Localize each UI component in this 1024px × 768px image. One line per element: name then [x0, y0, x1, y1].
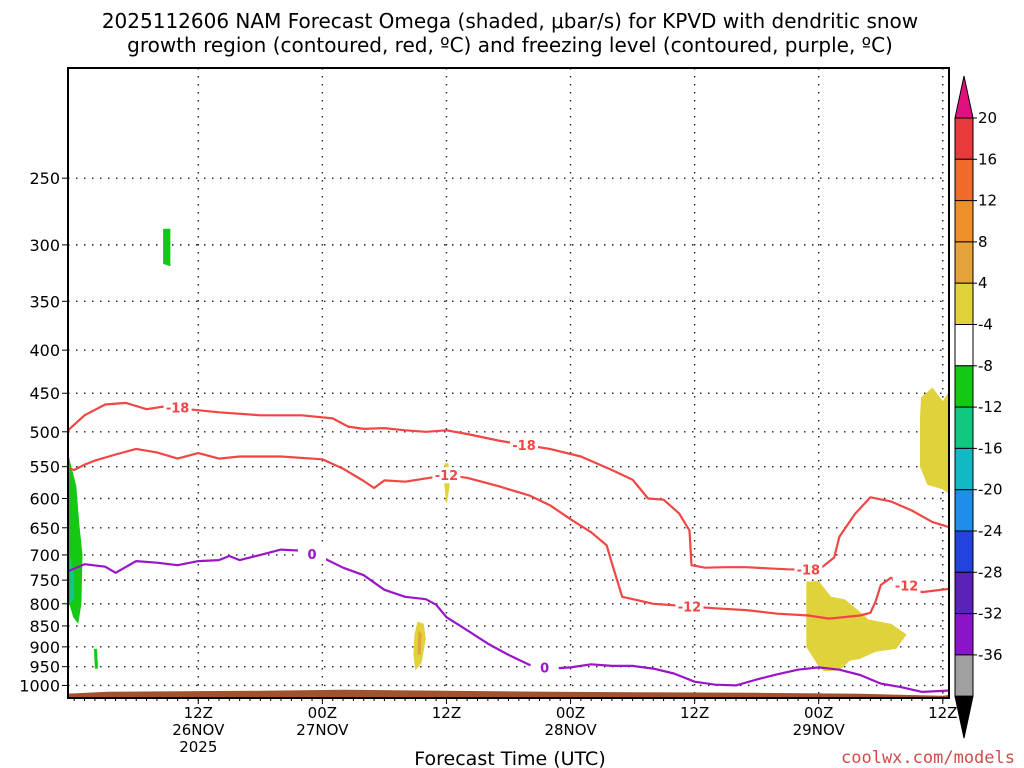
xtick-label-0-1: 26NOV — [172, 721, 225, 739]
contour-label-dgz-top-minus18-1: -18 — [512, 439, 536, 454]
colorbar-swatch-11 — [954, 571, 974, 615]
dgz-bottom-minus12 — [68, 447, 949, 620]
ytick-label-1000: 1000 — [19, 676, 60, 695]
colorbar-swatch-9 — [954, 489, 974, 532]
colorbar-label-13: -36 — [978, 646, 1003, 664]
colorbar-top-arrow — [954, 75, 974, 119]
omega-green-lower — [93, 648, 98, 669]
ytick-label-500: 500 — [29, 423, 60, 442]
colorbar-label-10: -24 — [978, 522, 1003, 540]
omega-yellow-low — [806, 581, 907, 672]
colorbar-swatch-12 — [954, 613, 974, 656]
xtick-label-4-0: 12Z — [680, 704, 709, 722]
title-line-2: growth region (contoured, red, ºC) and f… — [127, 33, 893, 57]
colorbar-swatch-13 — [954, 654, 974, 697]
colorbar-swatch-1 — [954, 158, 974, 202]
omega-yellow-right — [920, 387, 949, 495]
colorbar-label-0: 20 — [978, 109, 997, 127]
ytick-label-250: 250 — [29, 169, 60, 188]
colorbar-swatch-3 — [954, 241, 974, 284]
xtick-label-1-0: 00Z — [308, 704, 337, 722]
xtick-label-6-0: 12Z — [928, 704, 957, 722]
colorbar-label-3: 8 — [978, 233, 988, 251]
colorbar-swatch-8 — [954, 447, 974, 491]
colorbar-swatch-2 — [954, 200, 974, 243]
ytick-label-650: 650 — [29, 519, 60, 538]
colorbar-label-8: -16 — [978, 439, 1003, 457]
colorbar-swatch-4 — [954, 282, 974, 326]
ytick-label-850: 850 — [29, 617, 60, 636]
contour-labels: -18 -18 -18 -12 -12 -12 0 0 — [163, 399, 921, 677]
colorbar: 20 16 12 8 4 -4 -8 -12 -16 -20 -24 -28 -32 -36 — [954, 75, 1003, 739]
colorbar-label-1: 16 — [978, 150, 997, 168]
xtick-label-2-0: 12Z — [432, 704, 461, 722]
xtick-label-0-0: 12Z — [184, 704, 213, 722]
title-line-1: 2025112606 NAM Forecast Omega (shaded, μ… — [102, 9, 918, 33]
contour-label-dgz-bottom-minus12-4: -12 — [678, 600, 702, 615]
colorbar-label-4: 4 — [978, 274, 988, 292]
ytick-label-700: 700 — [29, 546, 60, 565]
colorbar-label-5: -4 — [978, 316, 993, 334]
omega-teal-left — [70, 554, 75, 604]
colorbar-bottom-arrow — [954, 695, 974, 739]
contour-label-bg-2 — [794, 561, 823, 578]
colorbar-swatch-10 — [954, 530, 974, 573]
xtick-label-3-0: 00Z — [556, 704, 585, 722]
omega-green-upper — [163, 228, 171, 267]
ytick-label-350: 350 — [29, 292, 60, 311]
xtick-label-5-0: 00Z — [804, 704, 833, 722]
contour-label-bg-0 — [163, 399, 192, 416]
omega-orange-mid2 — [417, 630, 422, 655]
credit-text: coolwx.com/models — [841, 748, 1015, 768]
colorbar-label-6: -8 — [978, 357, 993, 375]
xtick-label-5-1: 29NOV — [793, 721, 846, 739]
contour-label-bg-5 — [892, 577, 921, 594]
ytick-label-900: 900 — [29, 638, 60, 657]
ground-layer — [68, 689, 949, 698]
contour-label-bg-7 — [530, 659, 559, 676]
colorbar-swatch-5 — [954, 324, 974, 367]
ytick-label-400: 400 — [29, 341, 60, 360]
xtick-label-3-1: 28NOV — [544, 721, 597, 739]
x-axis-label: Forecast Time (UTC) — [414, 748, 605, 768]
contour-label-freezing-level-0-7: 0 — [540, 662, 549, 677]
contour-label-dgz-top-minus18-0: -18 — [166, 402, 190, 417]
contour-label-bg-6 — [298, 546, 327, 563]
ytick-label-550: 550 — [29, 458, 60, 477]
ytick-label-800: 800 — [29, 595, 60, 614]
omega-shading — [68, 228, 949, 672]
ytick-label-950: 950 — [29, 658, 60, 677]
colorbar-label-12: -32 — [978, 605, 1003, 623]
xtick-label-1-1: 27NOV — [296, 721, 349, 739]
ytick-label-300: 300 — [29, 236, 60, 255]
colorbar-swatch-6 — [954, 365, 974, 408]
ytick-label-750: 750 — [29, 571, 60, 590]
contour-label-bg-4 — [675, 598, 704, 615]
colorbar-label-9: -20 — [978, 481, 1003, 499]
contour-label-dgz-bottom-minus12-5: -12 — [895, 580, 919, 595]
dgz-top-minus18 — [68, 401, 949, 571]
xtick-label-0-2: 2025 — [179, 738, 217, 756]
y-axis-ticks: 250 300 350 400 450 500 550 600 650 700 750 800 850 9… — [19, 169, 68, 695]
contour-label-bg-3 — [432, 467, 461, 484]
freezing-level-0 — [68, 548, 949, 693]
colorbar-label-2: 12 — [978, 192, 997, 210]
ytick-label-450: 450 — [29, 384, 60, 403]
ytick-label-600: 600 — [29, 490, 60, 509]
contour-label-bg-1 — [510, 436, 539, 453]
contour-label-dgz-bottom-minus12-3: -12 — [435, 469, 459, 484]
contour-label-freezing-level-0-6: 0 — [308, 548, 317, 563]
colorbar-label-7: -12 — [978, 398, 1003, 416]
contour-lines — [68, 401, 949, 693]
colorbar-label-11: -28 — [978, 563, 1003, 581]
ground-fill — [68, 689, 949, 698]
contour-label-dgz-top-minus18-2: -18 — [797, 564, 821, 579]
colorbar-swatch-0 — [954, 117, 974, 160]
colorbar-swatch-7 — [954, 406, 974, 449]
gridlines — [68, 68, 949, 698]
